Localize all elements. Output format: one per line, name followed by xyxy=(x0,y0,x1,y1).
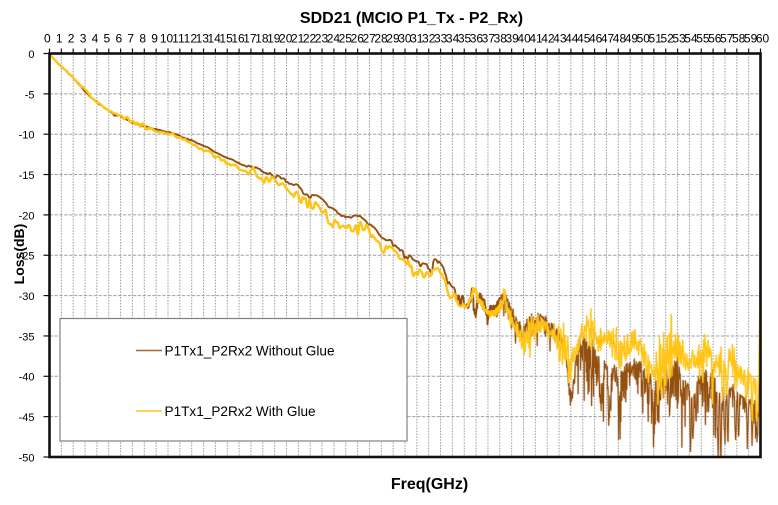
svg-text:25: 25 xyxy=(339,31,353,45)
svg-text:-45: -45 xyxy=(19,412,35,424)
svg-text:53: 53 xyxy=(672,31,686,45)
svg-text:51: 51 xyxy=(649,31,663,45)
svg-text:40: 40 xyxy=(517,31,531,45)
svg-text:43: 43 xyxy=(553,31,567,45)
svg-text:Loss(dB): Loss(dB) xyxy=(11,224,27,285)
svg-text:54: 54 xyxy=(684,31,698,45)
svg-text:13: 13 xyxy=(196,31,210,45)
svg-text:33: 33 xyxy=(434,31,448,45)
svg-text:15: 15 xyxy=(219,31,233,45)
svg-text:SDD21 (MCIO P1_Tx - P2_Rx): SDD21 (MCIO P1_Tx - P2_Rx) xyxy=(300,10,523,27)
svg-text:38: 38 xyxy=(494,31,508,45)
svg-text:35: 35 xyxy=(458,31,472,45)
svg-text:26: 26 xyxy=(351,31,365,45)
svg-text:47: 47 xyxy=(601,31,615,45)
svg-text:52: 52 xyxy=(660,31,674,45)
svg-text:36: 36 xyxy=(470,31,484,45)
svg-text:P1Tx1_P2Rx2 Without Glue: P1Tx1_P2Rx2 Without Glue xyxy=(165,344,335,359)
svg-text:30: 30 xyxy=(398,31,412,45)
svg-text:23: 23 xyxy=(315,31,329,45)
svg-text:44: 44 xyxy=(565,31,579,45)
svg-text:10: 10 xyxy=(160,31,174,45)
svg-text:18: 18 xyxy=(255,31,269,45)
svg-text:0: 0 xyxy=(28,49,34,61)
svg-text:22: 22 xyxy=(303,31,317,45)
svg-text:37: 37 xyxy=(482,31,496,45)
svg-text:56: 56 xyxy=(708,31,722,45)
svg-text:60: 60 xyxy=(756,31,770,45)
svg-text:1: 1 xyxy=(56,31,63,45)
svg-text:20: 20 xyxy=(279,31,293,45)
svg-text:24: 24 xyxy=(327,31,341,45)
svg-text:41: 41 xyxy=(529,31,543,45)
svg-text:58: 58 xyxy=(732,31,746,45)
svg-text:6: 6 xyxy=(115,31,122,45)
svg-text:27: 27 xyxy=(362,31,376,45)
svg-text:P1Tx1_P2Rx2 With Glue: P1Tx1_P2Rx2 With Glue xyxy=(165,404,316,419)
svg-text:-50: -50 xyxy=(19,452,35,464)
svg-text:0: 0 xyxy=(44,31,51,45)
svg-text:55: 55 xyxy=(696,31,710,45)
svg-text:57: 57 xyxy=(720,31,734,45)
svg-text:Freq(GHz): Freq(GHz) xyxy=(391,476,468,493)
svg-text:39: 39 xyxy=(506,31,520,45)
svg-text:-35: -35 xyxy=(19,331,35,343)
svg-text:-30: -30 xyxy=(19,291,35,303)
svg-text:42: 42 xyxy=(541,31,555,45)
svg-text:8: 8 xyxy=(139,31,146,45)
svg-text:-10: -10 xyxy=(19,130,35,142)
svg-text:16: 16 xyxy=(231,31,245,45)
svg-text:-15: -15 xyxy=(19,170,35,182)
svg-text:45: 45 xyxy=(577,31,591,45)
svg-text:-25: -25 xyxy=(19,251,35,263)
svg-text:17: 17 xyxy=(243,31,257,45)
svg-text:34: 34 xyxy=(446,31,460,45)
svg-text:46: 46 xyxy=(589,31,603,45)
svg-text:3: 3 xyxy=(80,31,87,45)
svg-text:59: 59 xyxy=(744,31,758,45)
svg-text:11: 11 xyxy=(172,31,185,45)
svg-text:48: 48 xyxy=(613,31,627,45)
svg-text:-5: -5 xyxy=(25,89,35,101)
svg-text:5: 5 xyxy=(104,31,111,45)
svg-text:28: 28 xyxy=(374,31,388,45)
svg-text:7: 7 xyxy=(127,31,134,45)
svg-text:14: 14 xyxy=(208,31,222,45)
svg-text:-20: -20 xyxy=(19,210,35,222)
svg-text:32: 32 xyxy=(422,31,436,45)
svg-text:9: 9 xyxy=(151,31,158,45)
svg-text:4: 4 xyxy=(92,31,99,45)
svg-text:31: 31 xyxy=(410,31,424,45)
svg-text:2: 2 xyxy=(68,31,75,45)
svg-text:50: 50 xyxy=(637,31,651,45)
svg-text:12: 12 xyxy=(184,31,198,45)
svg-text:19: 19 xyxy=(267,31,281,45)
svg-text:-40: -40 xyxy=(19,372,35,384)
svg-text:49: 49 xyxy=(625,31,639,45)
svg-text:21: 21 xyxy=(291,31,305,45)
svg-text:29: 29 xyxy=(386,31,400,45)
